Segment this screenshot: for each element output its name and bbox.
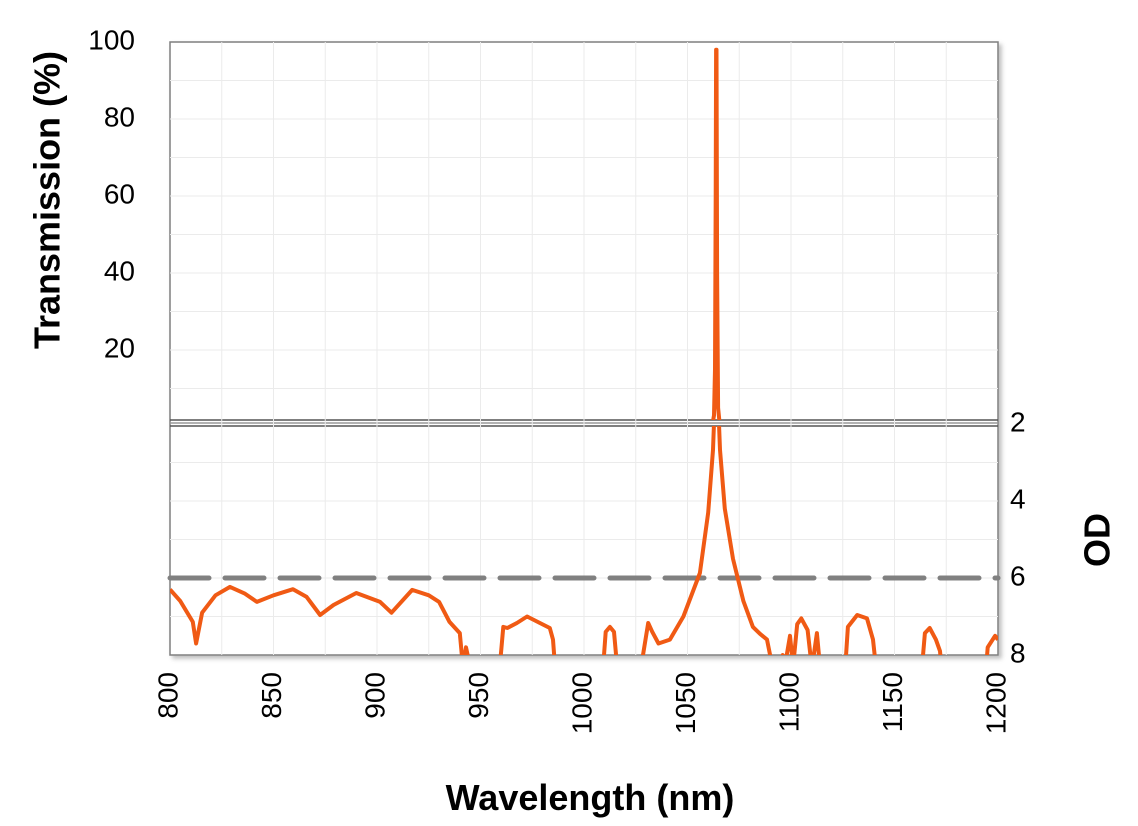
x-axis-label: Wavelength (nm)	[446, 777, 735, 818]
x-tick-label: 1150	[877, 672, 908, 732]
x-tick-label: 900	[359, 672, 390, 719]
y-axis-label-od: OD	[1077, 513, 1118, 567]
y-tick-label-od: 2	[1010, 406, 1026, 437]
y-tick-label-od: 6	[1010, 560, 1026, 591]
x-tick-label: 1050	[670, 672, 701, 734]
y-tick-label-transmission: 40	[104, 255, 135, 286]
od-line	[170, 426, 998, 655]
x-tick-label: 1200	[980, 672, 1011, 734]
x-tick-label: 850	[256, 672, 287, 719]
y-tick-label-transmission: 20	[104, 332, 135, 363]
x-tick-label: 950	[463, 672, 494, 719]
y-tick-label-transmission: 80	[104, 101, 135, 132]
y-tick-label-transmission: 60	[104, 178, 135, 209]
gridlines	[170, 42, 998, 655]
data-marks	[167, 47, 1001, 655]
x-tick-label: 1000	[566, 672, 597, 734]
y-tick-label-od: 4	[1010, 483, 1026, 514]
y-axis-label-transmission: Transmission (%)	[27, 51, 68, 349]
y-tick-label-od: 8	[1010, 637, 1026, 668]
transmission-line	[711, 47, 722, 420]
y-tick-label-transmission: 100	[88, 24, 135, 55]
tick-labels: 20 40 60 80 100 2 4 6 8 800 850 900 950 1000 1050 1100 1…	[88, 24, 1025, 734]
x-tick-label: 1100	[773, 672, 804, 732]
x-tick-label: 800	[152, 672, 183, 719]
